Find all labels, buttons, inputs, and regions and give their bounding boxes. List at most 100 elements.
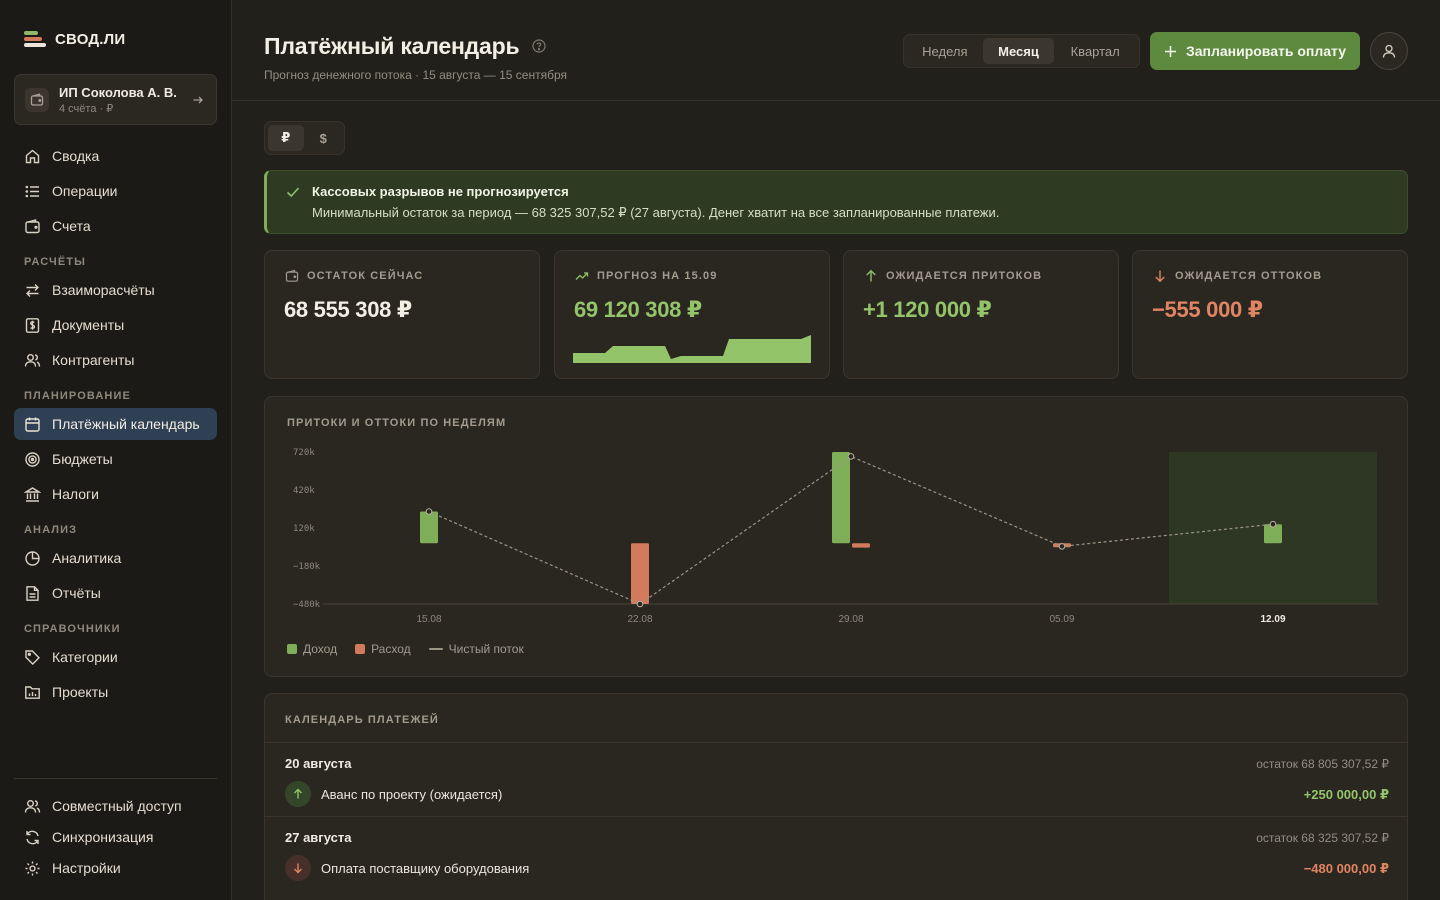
nav-section-settlements: РАСЧЁТЫ — [24, 256, 86, 268]
legend-swatch — [355, 644, 366, 654]
logo-icon — [24, 30, 46, 48]
schedule-payment-button[interactable]: Запланировать оплату — [1150, 32, 1360, 70]
legend-item-net-flow[interactable]: Чистый поток — [428, 642, 524, 656]
calendar-day-group: 20 августа остаток 68 805 307,52 ₽ Аванс… — [265, 742, 1407, 816]
swap-icon — [26, 283, 39, 297]
nav-item-accounts[interactable]: Счета — [14, 210, 217, 242]
expense-bar — [852, 543, 870, 548]
help-icon[interactable] — [532, 39, 546, 53]
income-bar — [832, 452, 850, 544]
cash-gap-alert: Кассовых разрывов не прогнозируется Мини… — [264, 170, 1408, 234]
organization-switcher[interactable]: ИП Соколова А. В. 4 счёта · ₽ — [14, 74, 217, 125]
period-week[interactable]: Неделя — [922, 43, 968, 59]
period-month[interactable]: Месяц — [982, 38, 1055, 64]
brand-logo[interactable]: СВОД.ЛИ — [24, 30, 125, 48]
kpi-forecast: ПРОГНОЗ НА 15.09 69 120 308 ₽ — [554, 250, 830, 379]
calendar-day-group: 27 августа остаток 68 325 307,52 ₽ Оплат… — [265, 816, 1407, 890]
expense-bar — [631, 543, 649, 604]
kpi-expected-outflows: ОЖИДАЕТСЯ ОТТОКОВ −555 000 ₽ — [1132, 250, 1408, 379]
wallet-icon — [25, 218, 40, 233]
net-flow-point — [636, 600, 644, 608]
kpi-value: −555 000 ₽ — [1152, 297, 1263, 322]
plus-icon — [1164, 45, 1176, 57]
net-flow-point — [1269, 520, 1277, 528]
user-avatar[interactable] — [1370, 32, 1408, 70]
nav-item-analytics[interactable]: Аналитика — [14, 542, 217, 574]
net-flow-point — [847, 453, 855, 460]
nav-item-reports[interactable]: Отчёты — [14, 577, 217, 609]
currency-rub[interactable]: ₽ — [268, 125, 304, 151]
calendar-icon — [25, 417, 40, 432]
payment-name[interactable]: Аванс по проекту (ожидается) — [321, 787, 503, 802]
nav-item-operations[interactable]: Операции — [14, 175, 217, 207]
list-icon — [25, 185, 39, 197]
nav-item-mutual-settlements[interactable]: Взаиморасчёты — [14, 274, 217, 306]
x-tick-label: 15.08 — [416, 614, 441, 625]
kpi-value: 68 555 308 ₽ — [284, 297, 412, 322]
wallet-icon — [285, 269, 299, 282]
tag-icon — [25, 649, 40, 665]
y-tick-label: −180k — [293, 562, 321, 572]
nav-item-budgets[interactable]: Бюджеты — [14, 443, 217, 475]
organization-name: ИП Соколова А. В. — [59, 84, 177, 100]
payment-amount: +250 000,00 ₽ — [1303, 787, 1389, 802]
kpi-label: ОСТАТОК СЕЙЧАС — [307, 270, 424, 282]
currency-usd[interactable]: $ — [319, 130, 327, 146]
x-tick-label: 29.08 — [838, 614, 863, 625]
nav-item-settings[interactable]: Настройки — [14, 852, 217, 884]
period-switcher: Неделя Месяц Квартал — [903, 34, 1140, 68]
net-flow-point — [425, 508, 433, 515]
sidebar: СВОД.ЛИ ИП Соколова А. В. 4 счёта · ₽ Св… — [0, 0, 232, 900]
pie-chart-icon — [25, 550, 40, 566]
nav-item-sync[interactable]: Синхронизация — [14, 821, 217, 853]
nav-section-planning: ПЛАНИРОВАНИЕ — [24, 390, 131, 402]
alert-title: Кассовых разрывов не прогнозируется — [312, 184, 569, 199]
target-icon — [25, 451, 40, 467]
net-flow-point — [1058, 543, 1066, 550]
users-icon — [24, 353, 41, 367]
refresh-icon — [26, 830, 39, 844]
organization-accounts: 4 счёта · ₽ — [59, 102, 114, 115]
alert-text: Минимальный остаток за период — 68 325 3… — [312, 205, 1000, 220]
bank-icon — [24, 486, 41, 502]
brand-name: СВОД.ЛИ — [55, 30, 126, 48]
nav-section-references: СПРАВОЧНИКИ — [24, 623, 121, 635]
legend-item-income[interactable]: Доход — [287, 642, 337, 656]
y-tick-label: 120k — [293, 524, 315, 534]
calendar-title: КАЛЕНДАРЬ ПЛАТЕЖЕЙ — [285, 714, 439, 726]
kpi-value: 69 120 308 ₽ — [574, 297, 702, 322]
users-icon — [24, 799, 41, 813]
nav-item-shared-access[interactable]: Совместный доступ — [14, 790, 217, 822]
nav-item-contractors[interactable]: Контрагенты — [14, 344, 217, 376]
nav-item-taxes[interactable]: Налоги — [14, 478, 217, 510]
arrow-up-icon — [866, 269, 876, 282]
income-bar — [420, 511, 438, 544]
report-icon — [26, 585, 39, 601]
gear-icon — [25, 861, 40, 875]
legend-swatch — [287, 644, 297, 654]
nav-item-payment-calendar[interactable]: Платёжный календарь — [14, 408, 217, 440]
nav-item-projects[interactable]: Проекты — [14, 676, 217, 708]
nav-item-documents[interactable]: Документы — [14, 309, 217, 341]
payment-amount: −480 000,00 ₽ — [1303, 861, 1389, 876]
wallet-icon — [25, 87, 49, 112]
currency-switcher: ₽ $ — [264, 121, 345, 155]
sidebar-divider — [14, 778, 217, 779]
period-quarter[interactable]: Квартал — [1070, 43, 1120, 59]
net-flow-line — [428, 455, 1274, 605]
arrow-down-icon — [1155, 270, 1165, 283]
chart-title: ПРИТОКИ И ОТТОКИ ПО НЕДЕЛЯМ — [287, 417, 507, 429]
folder-chart-icon — [25, 685, 40, 699]
x-tick-label: 05.09 — [1049, 614, 1074, 625]
kpi-label: ОЖИДАЕТСЯ ПРИТОКОВ — [886, 270, 1043, 282]
payment-name[interactable]: Оплата поставщику оборудования — [321, 861, 530, 876]
chart-legend: Доход Расход Чистый поток — [287, 642, 524, 656]
kpi-expected-inflows: ОЖИДАЕТСЯ ПРИТОКОВ +1 120 000 ₽ — [843, 250, 1119, 379]
nav-item-categories[interactable]: Категории — [14, 641, 217, 673]
trend-up-icon — [575, 272, 589, 280]
x-tick-label: 12.09 — [1260, 614, 1285, 625]
calendar-balance: остаток 68 805 307,52 ₽ — [1256, 757, 1389, 771]
legend-item-expense[interactable]: Расход — [355, 642, 411, 656]
home-icon — [25, 149, 40, 163]
nav-item-summary[interactable]: Сводка — [14, 140, 217, 172]
